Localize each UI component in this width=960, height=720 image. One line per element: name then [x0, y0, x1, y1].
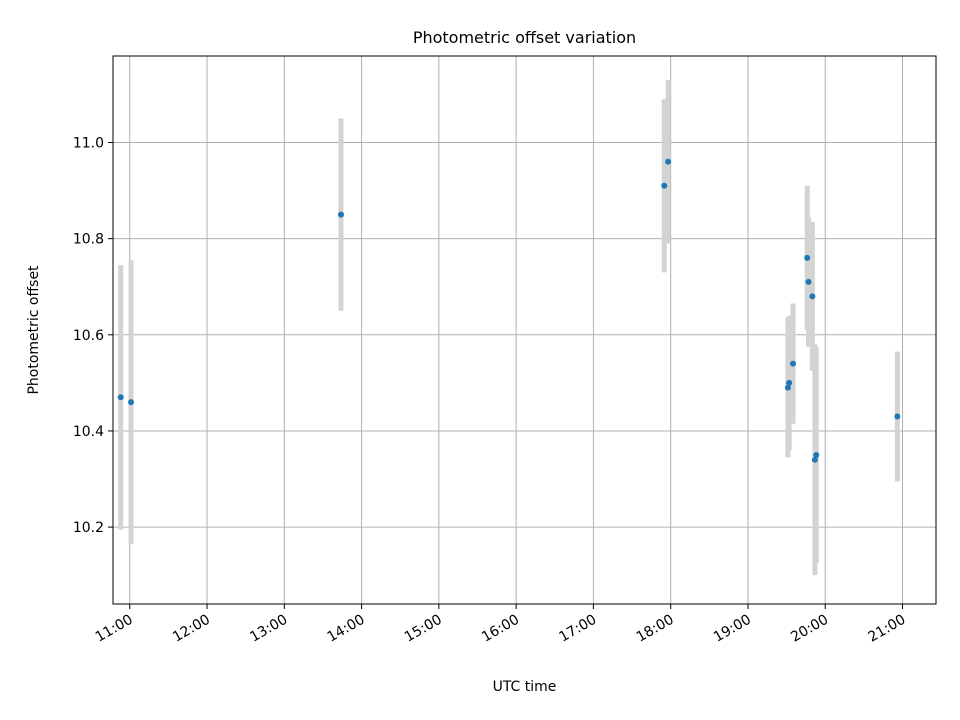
data-point	[811, 456, 818, 463]
x-axis-label: UTC time	[493, 679, 557, 695]
data-point	[784, 384, 791, 391]
data-point	[337, 211, 344, 218]
data-point	[894, 413, 901, 420]
y-tick-label: 10.6	[73, 328, 104, 344]
data-point	[804, 254, 811, 261]
data-point	[805, 278, 812, 285]
data-point	[128, 399, 135, 406]
y-axis-ticks: 10.2 10.4 10.6 10.8 11.0	[73, 136, 113, 536]
y-tick-label: 10.2	[73, 520, 104, 536]
data-point	[117, 394, 124, 401]
data-point	[809, 293, 816, 300]
y-tick-label: 11.0	[73, 136, 104, 152]
data-point	[790, 360, 797, 367]
chart-title: Photometric offset variation	[413, 28, 636, 47]
grid	[113, 56, 936, 604]
data-points	[117, 158, 901, 463]
y-axis-label: Photometric offset	[26, 265, 42, 395]
y-tick-label: 10.4	[73, 424, 104, 440]
data-point	[665, 158, 672, 165]
plot-frame	[112, 55, 937, 605]
data-point	[786, 379, 793, 386]
data-point	[661, 182, 668, 189]
data-point	[813, 451, 820, 458]
y-tick-label: 10.8	[73, 232, 104, 248]
